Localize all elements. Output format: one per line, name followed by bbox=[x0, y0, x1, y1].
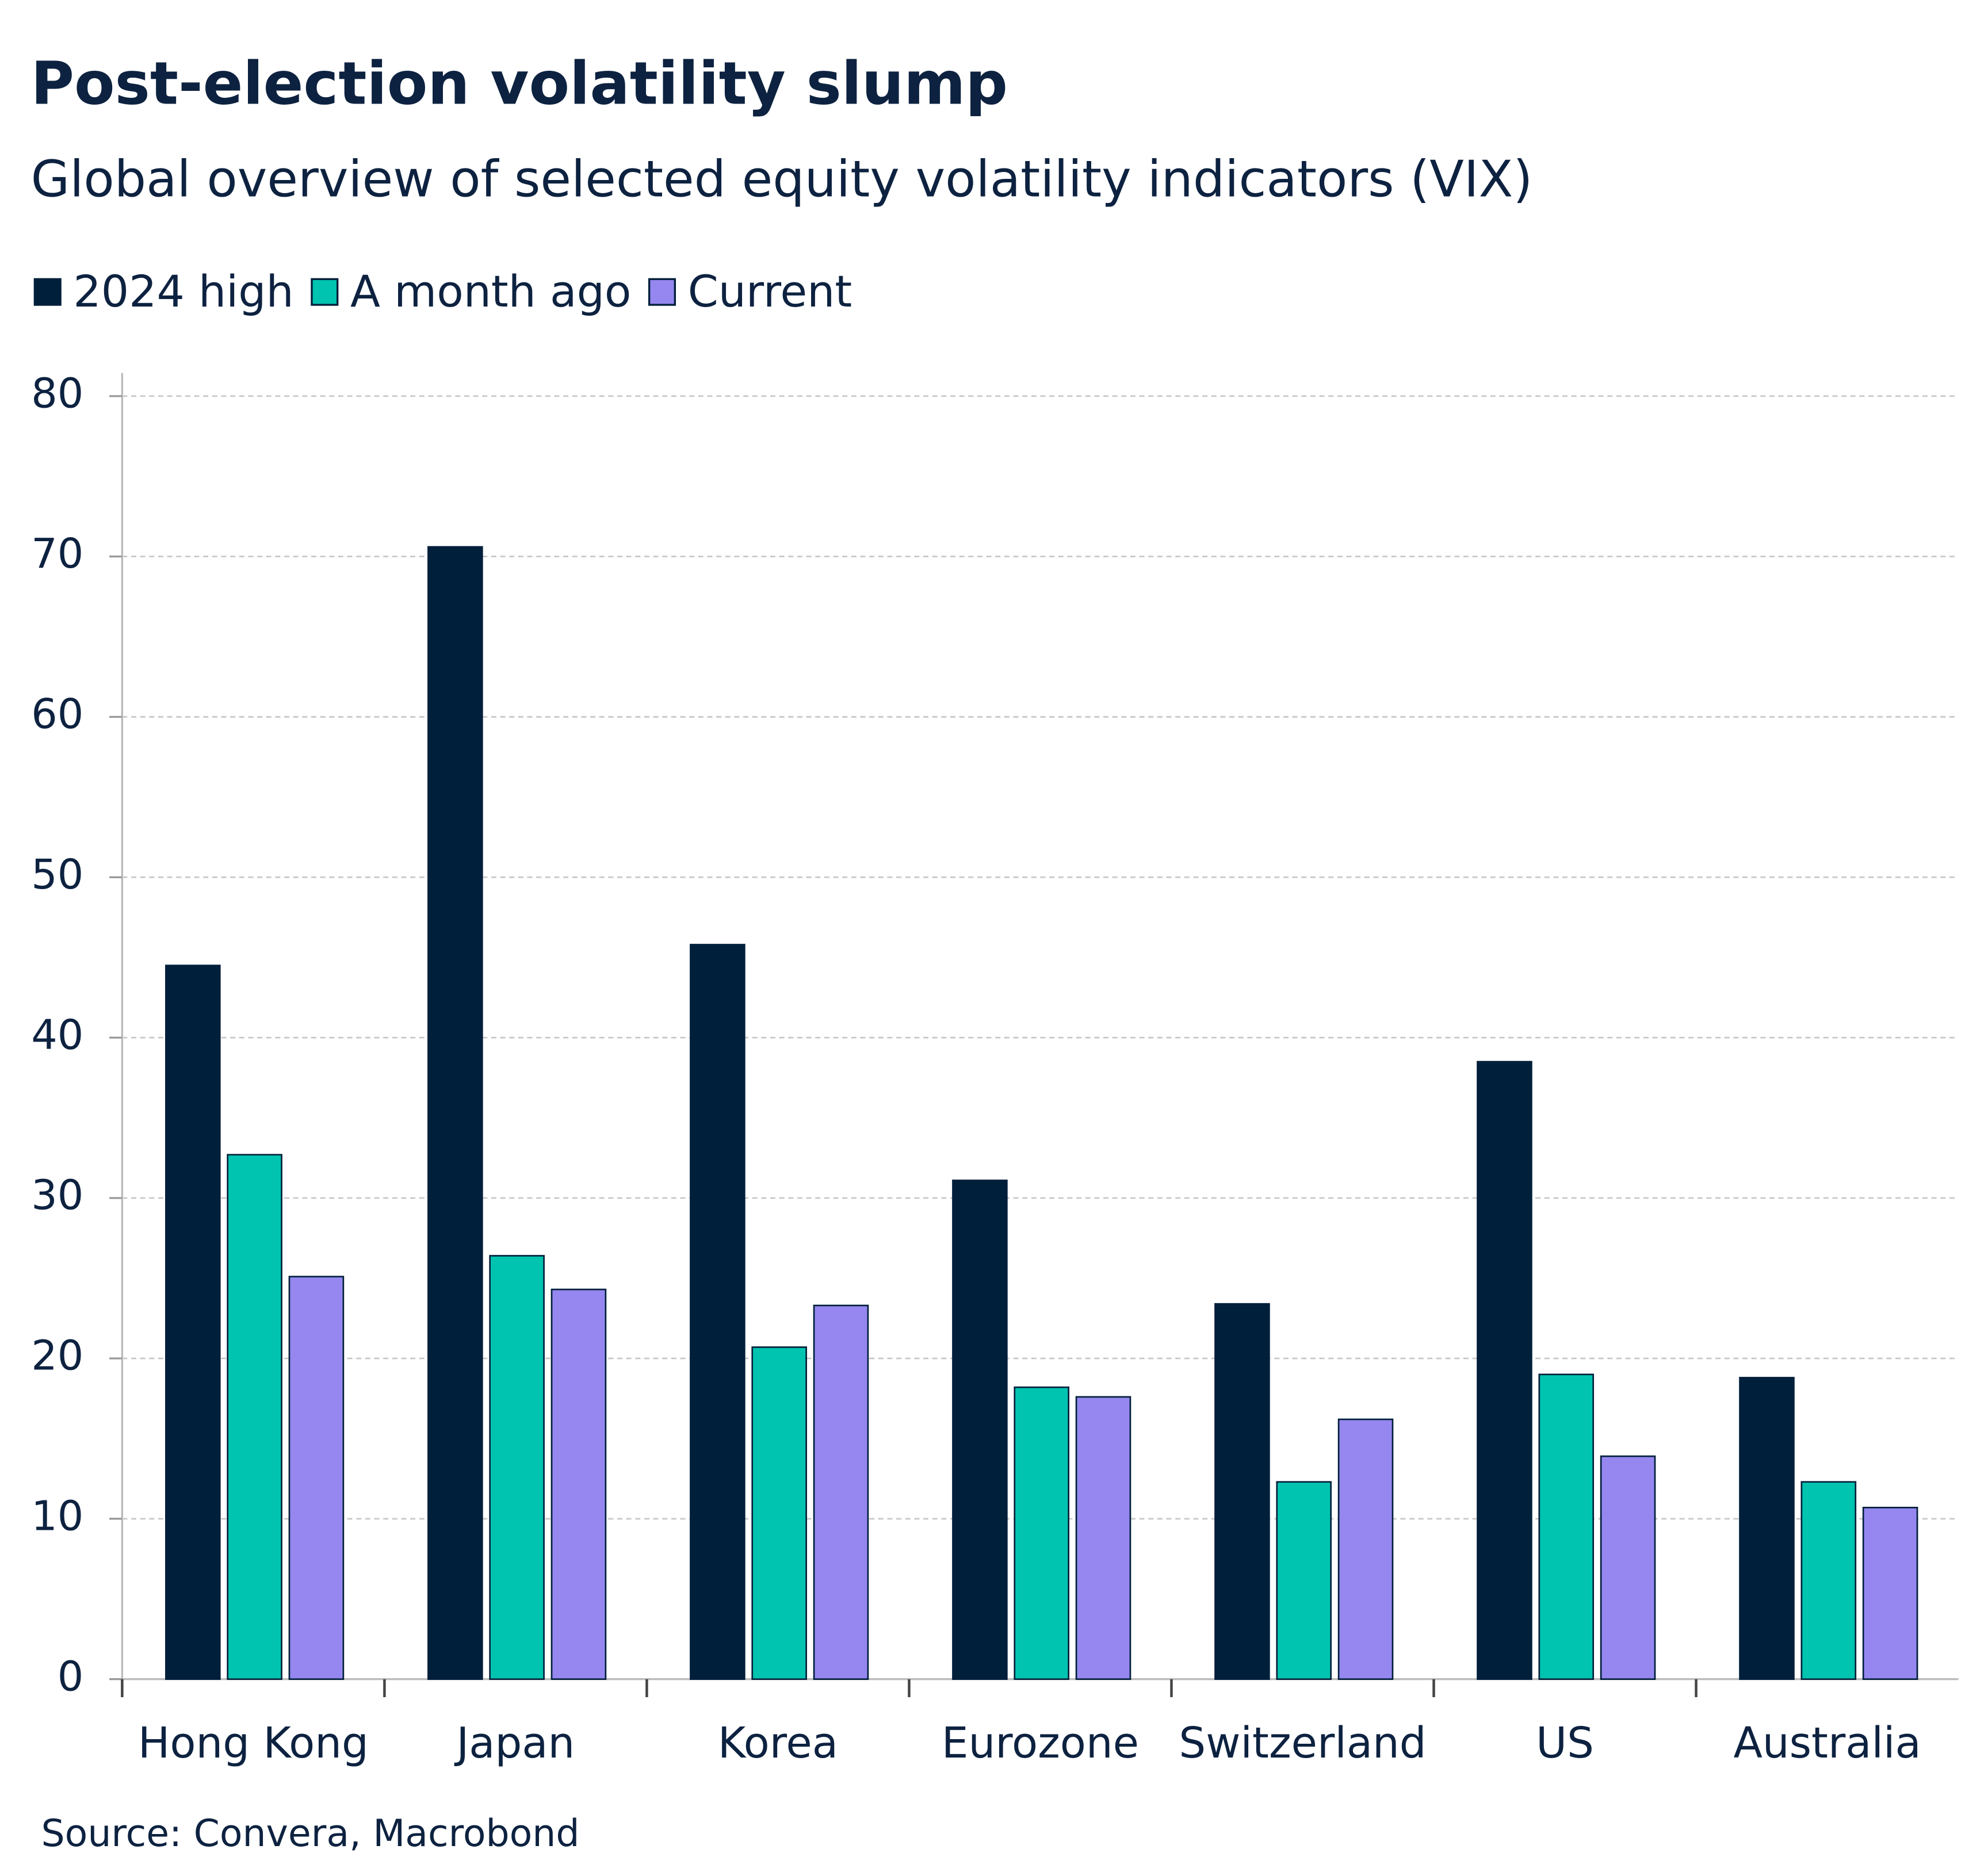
x-tick-label: Switzerland bbox=[1179, 1719, 1426, 1768]
legend-swatch bbox=[648, 278, 676, 306]
y-tick-label: 10 bbox=[31, 1492, 83, 1540]
bar bbox=[165, 964, 221, 1680]
bar bbox=[288, 1276, 345, 1680]
y-tick-label: 40 bbox=[31, 1011, 83, 1059]
bar bbox=[751, 1346, 807, 1680]
bar bbox=[427, 546, 483, 1680]
bar bbox=[1862, 1507, 1918, 1680]
legend-swatch bbox=[33, 278, 62, 306]
y-tick-label: 20 bbox=[31, 1332, 83, 1380]
bar bbox=[1075, 1396, 1131, 1680]
bar bbox=[1538, 1373, 1595, 1680]
bar bbox=[1014, 1386, 1069, 1680]
y-tick-label: 0 bbox=[58, 1652, 84, 1700]
y-tick-label: 70 bbox=[31, 530, 83, 577]
y-tick-label: 30 bbox=[31, 1171, 83, 1219]
bar bbox=[1800, 1481, 1857, 1680]
bar bbox=[813, 1304, 869, 1680]
chart-subtitle: Global overview of selected equity volat… bbox=[31, 150, 1533, 209]
bar bbox=[1600, 1455, 1656, 1680]
bar bbox=[1214, 1303, 1270, 1680]
bar bbox=[489, 1255, 545, 1680]
bar bbox=[1477, 1060, 1532, 1680]
x-tick-label: Japan bbox=[454, 1719, 575, 1768]
x-tick-label: US bbox=[1536, 1719, 1594, 1768]
x-tick-label: Eurozone bbox=[942, 1719, 1139, 1768]
legend-swatch bbox=[311, 278, 339, 306]
bar bbox=[1337, 1418, 1394, 1680]
legend-label: A month ago bbox=[350, 266, 631, 317]
legend-label: 2024 high bbox=[73, 266, 293, 317]
bar bbox=[1276, 1481, 1332, 1680]
y-tick-label: 60 bbox=[31, 690, 83, 738]
bar bbox=[690, 944, 746, 1680]
bar bbox=[1739, 1377, 1795, 1680]
y-tick-label: 80 bbox=[31, 369, 83, 417]
x-tick-label: Hong Kong bbox=[138, 1719, 369, 1768]
x-tick-label: Australia bbox=[1733, 1719, 1921, 1768]
legend-label: Current bbox=[688, 266, 852, 317]
bar bbox=[227, 1154, 282, 1680]
bar bbox=[952, 1180, 1008, 1680]
source-note: Source: Convera, Macrobond bbox=[41, 1812, 580, 1855]
x-tick-label: Korea bbox=[718, 1719, 838, 1768]
bar bbox=[550, 1288, 607, 1680]
y-tick-label: 50 bbox=[31, 851, 83, 898]
chart-title: Post-election volatility slump bbox=[31, 50, 1008, 118]
